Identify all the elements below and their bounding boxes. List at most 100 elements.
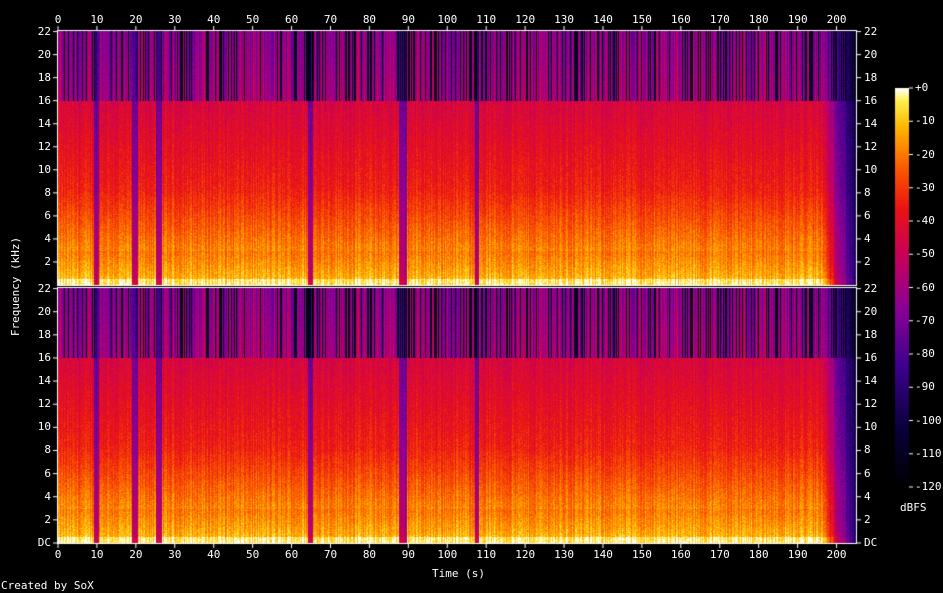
x-tick-label-top: 160 [670,13,691,26]
y-tick-label: 4 [44,489,51,503]
x-tick-label: 170 [709,548,730,561]
y-tick-label-right: 20 [864,304,878,318]
colorbar-tick-label: -100 [915,413,942,427]
y-tick-label-right: 4 [864,489,871,503]
x-tick-label-top: 140 [593,13,613,26]
x-tick-label: 80 [362,548,377,561]
x-tick-label-top: 90 [401,13,415,26]
y-tick-label: 2 [44,254,51,268]
y-tick-label: DC [37,536,51,549]
x-tick-label: 40 [207,548,221,561]
colorbar-tick-label: +0 [915,81,929,94]
x-tick-label: 110 [476,548,497,561]
x-tick-label: 120 [515,548,536,561]
x-tick-label-top: 80 [362,13,377,26]
y-tick-label: 6 [44,466,51,480]
colorbar-unit-label: dBFS [900,501,927,514]
y-tick-label-right: 2 [864,512,871,526]
x-tick-label-top: 70 [323,13,338,26]
x-tick-label-top: 10 [90,13,104,26]
x-tick-label-top: 190 [787,13,808,26]
y-tick-label-right: 14 [864,116,878,130]
x-tick-label-top: 0 [54,13,62,26]
x-tick-label-top: 120 [515,13,536,26]
x-axis-label: Time (s) [432,567,485,580]
y-tick-label: 10 [37,420,51,434]
x-tick-label-top: 40 [207,13,221,26]
y-tick-label: 10 [37,162,51,176]
x-tick-label: 190 [787,548,808,561]
x-tick-label: 180 [748,548,769,561]
y-tick-label-right: 10 [864,420,878,434]
x-tick-label: 10 [90,548,104,561]
y-tick-label-right: 16 [864,350,878,364]
colorbar-tick-label: -60 [915,280,935,294]
colorbar-tick-label: -40 [915,214,935,227]
y-tick-label: 16 [37,93,51,107]
x-tick-label-top: 150 [632,13,652,26]
y-tick-label: 22 [37,24,51,38]
y-tick-label-right: 6 [864,466,871,480]
x-tick-label: 200 [826,548,847,561]
y-tick-label: 18 [37,70,51,84]
x-tick-label-top: 30 [168,13,182,26]
x-tick-label: 90 [401,548,415,561]
y-tick-label: 8 [44,443,51,457]
colorbar-tick-label: -110 [915,446,942,460]
credit-text: Created by SoX [1,579,94,592]
y-axis-label: Frequency (kHz) [9,236,23,337]
x-tick-label: 60 [284,548,299,561]
y-tick-label: 20 [37,47,51,61]
y-tick-label: 12 [37,139,51,153]
x-tick-label: 150 [632,548,652,561]
x-tick-label: 140 [593,548,613,561]
y-tick-label-right: 12 [864,397,878,411]
x-tick-label: 30 [168,548,182,561]
x-tick-label-top: 20 [129,13,143,26]
colorbar-tick-label: -20 [915,147,935,161]
y-tick-label-right: 6 [864,208,871,222]
y-tick-label: 8 [44,185,51,199]
y-tick-label-right: 22 [864,24,878,38]
x-tick-label-top: 200 [826,13,847,26]
y-tick-label-right: 8 [864,185,871,199]
y-tick-label: 18 [37,327,51,341]
x-tick-label-top: 100 [437,13,458,26]
y-tick-label: 2 [44,512,51,526]
x-tick-label: 160 [670,548,691,561]
y-tick-label-right: 8 [864,443,871,457]
x-tick-label-top: 110 [476,13,497,26]
colorbar-tick-label: -90 [915,380,935,394]
x-tick-label: 20 [129,548,143,561]
y-tick-label-right: 18 [864,70,878,84]
y-tick-label: 6 [44,208,51,222]
y-tick-label: 12 [37,397,51,411]
x-tick-label-top: 130 [554,13,575,26]
x-tick-label-top: 170 [709,13,730,26]
y-tick-label-right: 12 [864,139,878,153]
y-tick-label-right: 4 [864,231,871,245]
x-tick-label: 70 [323,548,338,561]
y-tick-label-right: 20 [864,47,878,61]
colorbar-tick-label: -30 [915,180,935,194]
y-tick-label-right: 18 [864,327,878,341]
y-tick-label-right: 2 [864,254,871,268]
x-tick-label: 0 [54,548,62,561]
colorbar-tick-label: -80 [915,347,935,360]
y-tick-label: 14 [37,116,51,130]
y-tick-label: 22 [37,281,51,295]
y-tick-label-right: 22 [864,281,878,295]
x-tick-label-top: 180 [748,13,769,26]
x-tick-label: 130 [554,548,575,561]
x-tick-label: 100 [437,548,458,561]
y-tick-label-right: 16 [864,93,878,107]
y-tick-label-right: 10 [864,162,878,176]
colorbar-tick-label: -50 [915,247,935,261]
y-tick-label: 16 [37,350,51,364]
colorbar-tick-label: -120 [915,480,942,493]
x-tick-label: 50 [246,548,260,561]
y-tick-label-right: DC [864,536,878,549]
y-tick-label: 4 [44,231,51,245]
y-tick-label: 20 [37,304,51,318]
